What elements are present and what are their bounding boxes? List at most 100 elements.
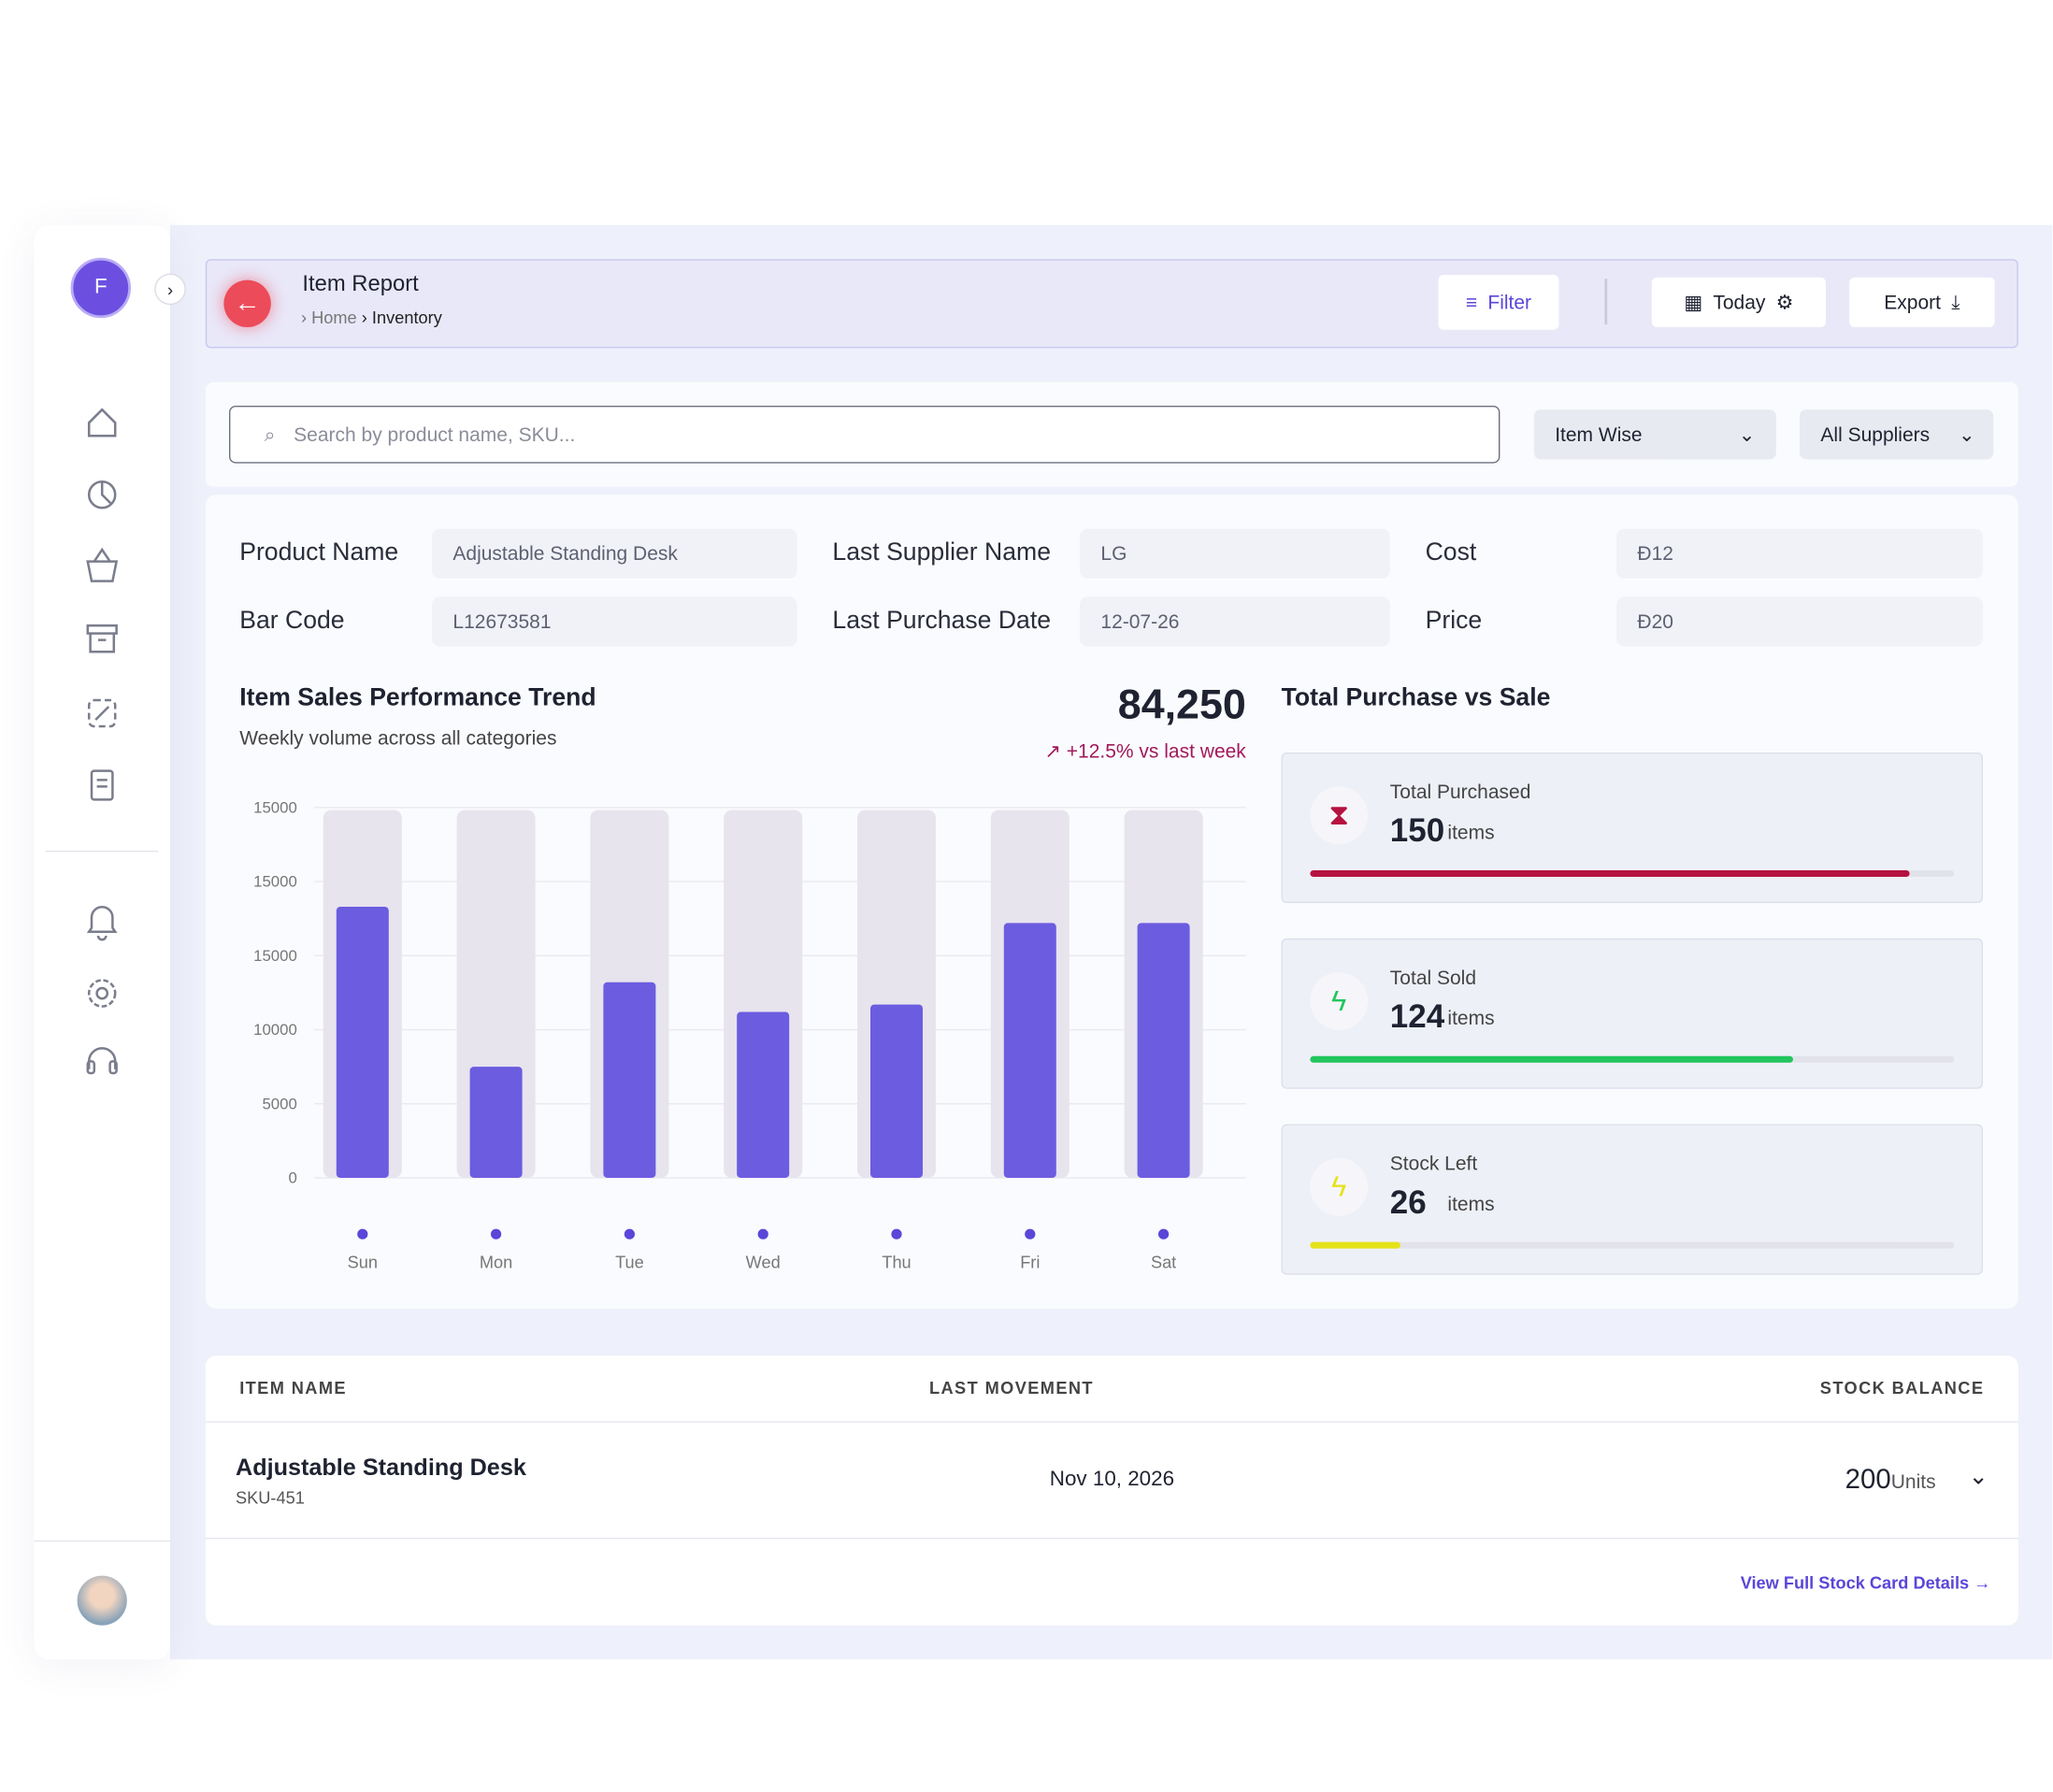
dropdown[interactable]: All Suppliers ⌄ bbox=[1800, 409, 1994, 460]
breadcrumb: › Home › Inventory bbox=[301, 308, 442, 327]
dropdown[interactable]: Item Wise ⌄ bbox=[1533, 409, 1776, 460]
card-unit: items bbox=[1447, 1008, 1495, 1030]
back-button[interactable]: ← bbox=[223, 280, 271, 327]
field-value: Đ20 bbox=[1616, 596, 1983, 647]
date-button[interactable]: ▦ Today ⚙ bbox=[1651, 277, 1826, 327]
item-name: Adjustable Standing Desk bbox=[236, 1454, 526, 1481]
bar bbox=[1003, 923, 1056, 1178]
category-dot bbox=[357, 1228, 368, 1240]
table-card bbox=[205, 1355, 2018, 1626]
divider bbox=[1604, 279, 1608, 325]
breadcrumb-item[interactable]: Inventory bbox=[371, 308, 442, 327]
nav-icons[interactable] bbox=[84, 402, 121, 808]
item-sku: SKU-451 bbox=[236, 1487, 305, 1508]
category-dot bbox=[891, 1228, 902, 1240]
table-header: STOCK BALANCE bbox=[1819, 1378, 1985, 1398]
card-label: Stock Left bbox=[1389, 1153, 1478, 1176]
progress-bar bbox=[1310, 1055, 1793, 1063]
expand-button[interactable]: › bbox=[154, 273, 186, 306]
category-dot bbox=[1025, 1228, 1036, 1240]
card-unit: items bbox=[1447, 1193, 1495, 1216]
card-label: Total Purchased bbox=[1389, 781, 1531, 804]
dropdown-label: Item Wise bbox=[1555, 423, 1643, 446]
card-value: 124 bbox=[1389, 998, 1445, 1036]
placeholder: Search by product name, SKU... bbox=[294, 423, 576, 446]
card-icon: ϟ bbox=[1310, 972, 1368, 1030]
summary-card bbox=[1281, 1124, 1983, 1275]
bar bbox=[1137, 923, 1190, 1178]
bar bbox=[737, 1011, 790, 1178]
field-label: Cost bbox=[1425, 538, 1477, 567]
nav-icons-secondary[interactable] bbox=[84, 902, 121, 1085]
card-value: 26 bbox=[1389, 1184, 1427, 1222]
field-label: Price bbox=[1425, 607, 1483, 635]
user-avatar[interactable] bbox=[77, 1575, 127, 1626]
progress-bar bbox=[1310, 1241, 1400, 1249]
summary-title: Total Purchase vs Sale bbox=[1281, 684, 1551, 712]
divider bbox=[205, 1421, 2018, 1423]
page-title: Item Report bbox=[302, 270, 419, 296]
bar bbox=[469, 1067, 523, 1178]
progress-bar bbox=[1310, 870, 1909, 877]
bar bbox=[336, 906, 389, 1178]
stock-card-link[interactable]: View Full Stock Card Details → bbox=[1740, 1572, 1991, 1593]
field-value: Adjustable Standing Desk bbox=[432, 528, 797, 579]
table-header: ITEM NAME bbox=[239, 1378, 347, 1398]
bar-chart: 0 5000 10000 15000 15000 15000 Sun Mon Tue Wed Thu… bbox=[253, 798, 1246, 1272]
y-tick-label: 10000 bbox=[253, 1021, 297, 1039]
field-value: LG bbox=[1080, 528, 1390, 579]
sidebar: F › bbox=[34, 224, 186, 1660]
y-tick-label: 15000 bbox=[253, 798, 297, 816]
y-tick-label: 0 bbox=[288, 1169, 296, 1187]
bar bbox=[603, 982, 656, 1178]
bar bbox=[870, 1004, 923, 1178]
export-button[interactable]: Export ⤓ bbox=[1849, 277, 1995, 327]
field-value: 12-07-26 bbox=[1080, 596, 1390, 647]
y-tick-label: 5000 bbox=[262, 1095, 296, 1112]
field-label: Product Name bbox=[239, 538, 399, 567]
movement-date: Nov 10, 2026 bbox=[1049, 1468, 1175, 1491]
x-tick-label: Fri bbox=[1020, 1254, 1040, 1272]
x-tick-label: Mon bbox=[480, 1254, 512, 1272]
breadcrumb-item[interactable]: Home bbox=[311, 308, 357, 327]
field-value: Đ12 bbox=[1616, 528, 1983, 579]
category-dot bbox=[624, 1228, 635, 1240]
balance-value: 200 bbox=[1845, 1464, 1891, 1495]
field-label: Last Purchase Date bbox=[832, 607, 1052, 635]
table-header: LAST MOVEMENT bbox=[929, 1378, 1094, 1398]
search-input[interactable]: ⌕ Search by product name, SKU... bbox=[229, 406, 1500, 464]
balance-unit: Units bbox=[1890, 1470, 1936, 1494]
change-indicator: ↗ +12.5% vs last week bbox=[1044, 740, 1246, 764]
card-icon: ϟ bbox=[1310, 1158, 1368, 1216]
expand-row[interactable]: ⌄ bbox=[1968, 1463, 1988, 1490]
link-label: View Full Stock Card Details bbox=[1740, 1572, 1970, 1593]
y-tick-label: 15000 bbox=[253, 947, 297, 965]
change-label: +12.5% vs last week bbox=[1066, 740, 1246, 764]
logo[interactable]: F bbox=[70, 257, 131, 319]
x-tick-label: Tue bbox=[615, 1254, 644, 1272]
card-unit: items bbox=[1447, 822, 1495, 844]
progress-track bbox=[1310, 1241, 1955, 1249]
stock-balance: 200Units bbox=[1845, 1465, 1936, 1497]
field-label: Bar Code bbox=[239, 607, 345, 635]
category-dot bbox=[491, 1228, 502, 1240]
card-value: 150 bbox=[1389, 812, 1445, 850]
y-tick-label: 15000 bbox=[253, 873, 297, 891]
field-label: Last Supplier Name bbox=[832, 538, 1052, 567]
x-tick-label: Sun bbox=[348, 1254, 378, 1272]
category-dot bbox=[757, 1228, 768, 1240]
total-value: 84,250 bbox=[1117, 681, 1246, 728]
divider bbox=[46, 851, 159, 853]
card-icon: ⧗ bbox=[1310, 786, 1368, 844]
button-label: Today bbox=[1713, 291, 1766, 314]
divider bbox=[205, 1538, 2018, 1540]
button-label: Filter bbox=[1487, 291, 1532, 314]
x-tick-label: Thu bbox=[882, 1254, 911, 1272]
dropdown-label: All Suppliers bbox=[1820, 423, 1931, 446]
chart-subtitle: Weekly volume across all categories bbox=[239, 727, 557, 751]
x-tick-label: Wed bbox=[746, 1254, 781, 1272]
x-tick-label: Sat bbox=[1151, 1254, 1176, 1272]
filter-button[interactable]: ≡ Filter bbox=[1438, 275, 1559, 330]
